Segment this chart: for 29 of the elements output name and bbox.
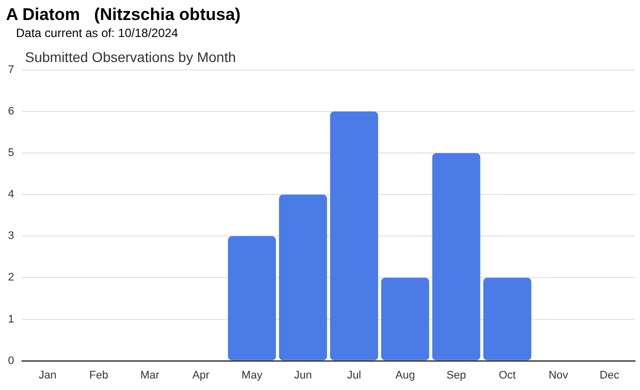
- x-tick-label: Aug: [395, 369, 415, 382]
- x-tick-label: Apr: [192, 369, 210, 382]
- y-tick-label: 7: [8, 64, 14, 76]
- x-tick-label: Dec: [600, 369, 620, 382]
- x-tick-label: Jun: [294, 369, 312, 382]
- y-tick-label: 6: [8, 106, 14, 118]
- x-tick-label: Feb: [89, 369, 108, 382]
- x-tick-label: Jul: [347, 369, 362, 382]
- bar: [228, 236, 276, 360]
- y-tick-label: 5: [8, 147, 14, 160]
- x-tick-label: Nov: [548, 369, 569, 382]
- y-tick-label: 1: [8, 313, 14, 326]
- bar: [381, 278, 430, 360]
- bar: [432, 153, 480, 360]
- chart-subtitle: Data current as of: 10/18/2024: [16, 26, 178, 40]
- y-tick-label: 0: [8, 354, 14, 367]
- text: Submitted Observations by Month: [25, 49, 236, 65]
- x-tick-label: May: [242, 369, 263, 382]
- bar: [279, 194, 328, 360]
- x-tick-label: Sep: [446, 369, 466, 382]
- y-tick-label: 3: [8, 230, 14, 242]
- y-tick-label: 2: [8, 272, 14, 284]
- x-tick-label: Oct: [498, 369, 516, 382]
- y-tick-label: 4: [8, 188, 14, 201]
- bar: [330, 112, 378, 360]
- bar: [483, 278, 532, 360]
- x-tick-label: Mar: [140, 369, 160, 382]
- chart-title: A Diatom (Nitzschia obtusa): [6, 5, 241, 25]
- x-tick-label: Jan: [38, 369, 57, 382]
